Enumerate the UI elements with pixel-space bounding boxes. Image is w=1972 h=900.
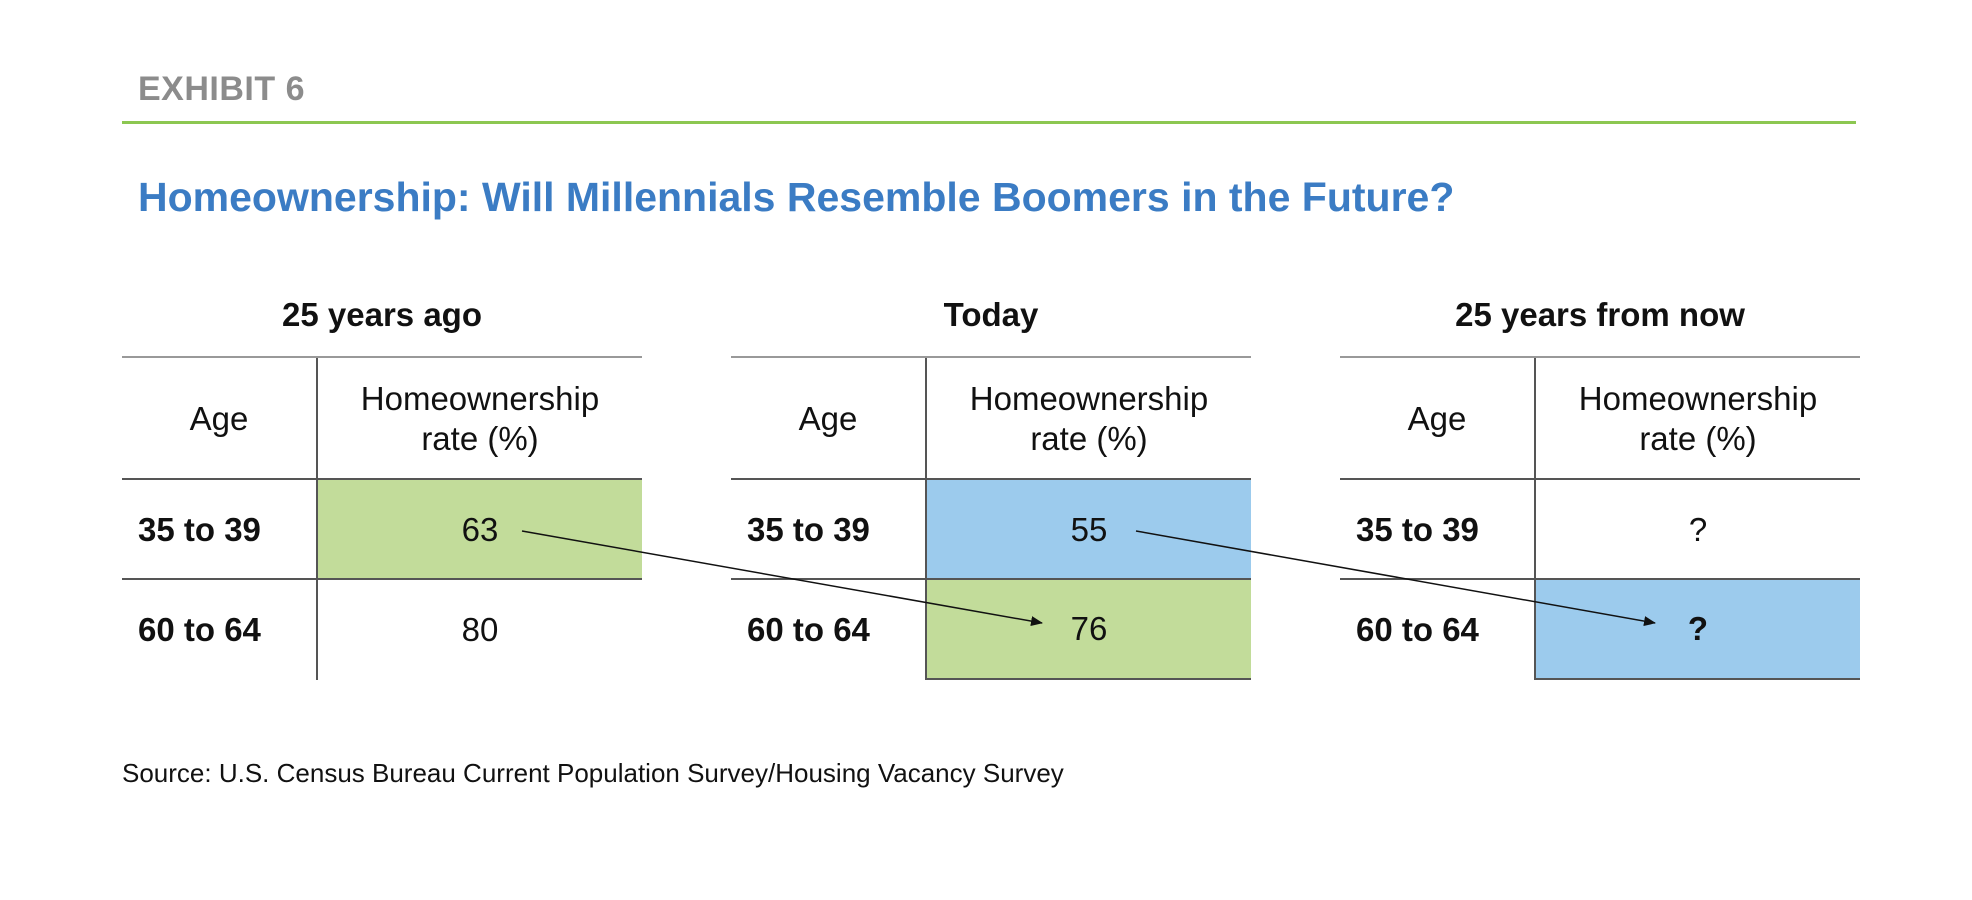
row-divider xyxy=(1340,478,1860,480)
source-note: Source: U.S. Census Bureau Current Popul… xyxy=(122,758,1064,788)
rate-cell-35-39: 63 xyxy=(316,480,642,580)
row-age-60-64: 60 to 64 xyxy=(747,611,870,648)
row-age-35-39: 35 to 39 xyxy=(747,511,870,548)
row-divider xyxy=(122,578,642,580)
rate-cell-60-64: 76 xyxy=(925,580,1251,680)
rate-cell-35-39: 55 xyxy=(925,480,1251,580)
header-rate: Homeownership rate (%) xyxy=(316,358,642,480)
row-divider xyxy=(122,478,642,480)
panel-table: Age Homeownership rate (%) 35 to 39 ? 60… xyxy=(1340,356,1860,680)
header-rate-line1: Homeownership xyxy=(360,380,600,417)
header-rate: Homeownership rate (%) xyxy=(925,358,1251,480)
rate-cell-60-64: ? xyxy=(1534,580,1860,680)
header-age: Age xyxy=(798,400,858,437)
exhibit-label: EXHIBIT 6 xyxy=(138,70,305,108)
row-divider xyxy=(731,478,1251,480)
header-age: Age xyxy=(1407,400,1467,437)
rate-cell-35-39: ? xyxy=(1534,480,1860,580)
panel-table: Age Homeownership rate (%) 35 to 39 55 6… xyxy=(731,356,1251,680)
header-rule xyxy=(122,121,1856,124)
header-rate-line2: rate (%) xyxy=(421,420,539,457)
header-rate-line1: Homeownership xyxy=(1578,380,1818,417)
panel-title: 25 years ago xyxy=(282,296,482,333)
panel-table: Age Homeownership rate (%) 35 to 39 63 6… xyxy=(122,356,642,680)
panel-title: 25 years from now xyxy=(1455,296,1745,333)
panel-title: Today xyxy=(943,296,1039,333)
header-rate-line2: rate (%) xyxy=(1639,420,1757,457)
row-age-60-64: 60 to 64 xyxy=(1356,611,1479,648)
row-age-35-39: 35 to 39 xyxy=(138,511,261,548)
row-age-35-39: 35 to 39 xyxy=(1356,511,1479,548)
header-age: Age xyxy=(189,400,249,437)
chart-title: Homeownership: Will Millennials Resemble… xyxy=(138,174,1455,220)
header-rate-line2: rate (%) xyxy=(1030,420,1148,457)
row-age-60-64: 60 to 64 xyxy=(138,611,261,648)
header-rate-line1: Homeownership xyxy=(969,380,1209,417)
header-rate: Homeownership rate (%) xyxy=(1534,358,1860,480)
rate-cell-60-64: 80 xyxy=(316,580,642,680)
